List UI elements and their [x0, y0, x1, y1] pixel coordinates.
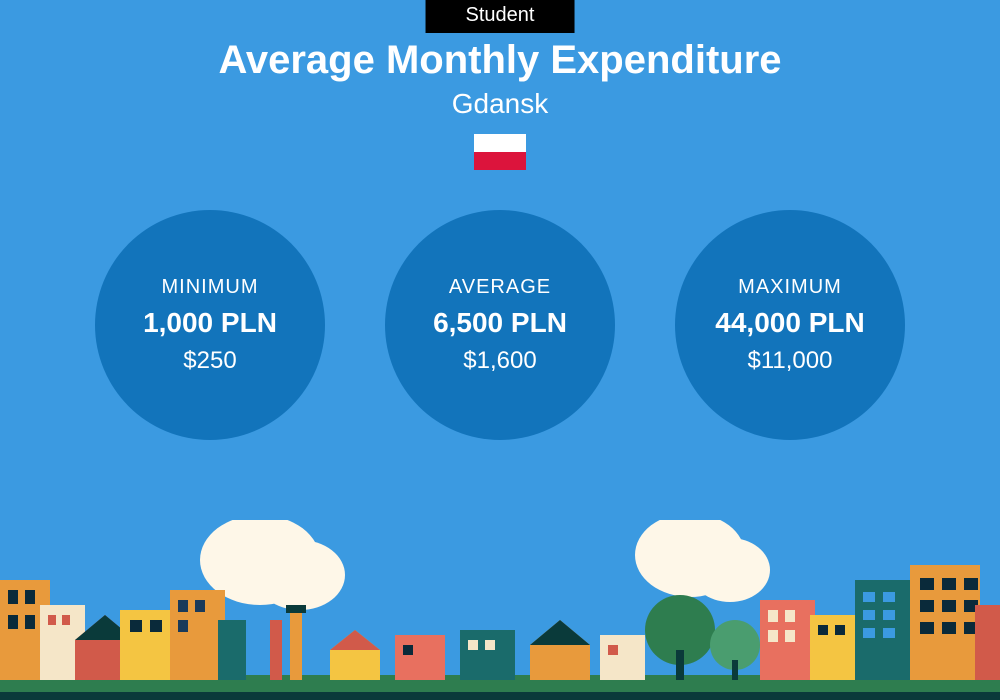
stat-circle-minimum: MINIMUM 1,000 PLN $250 [95, 210, 325, 440]
page-title: Average Monthly Expenditure [0, 38, 1000, 83]
stat-value: 1,000 PLN [143, 307, 277, 339]
stat-circle-average: AVERAGE 6,500 PLN $1,600 [385, 210, 615, 440]
stat-usd: $1,600 [463, 347, 536, 375]
stat-value: 6,500 PLN [433, 307, 567, 339]
stat-usd: $11,000 [748, 347, 833, 375]
city-name: Gdansk [0, 88, 1000, 120]
flag-stripe-bottom [474, 152, 526, 170]
stat-label: MAXIMUM [738, 276, 842, 299]
category-badge: Student [426, 0, 575, 33]
flag-stripe-top [474, 134, 526, 152]
flag-icon [474, 134, 526, 170]
stat-label: AVERAGE [449, 276, 551, 299]
stat-value: 44,000 PLN [715, 307, 864, 339]
city-illustration [0, 520, 1000, 700]
stat-label: MINIMUM [162, 276, 259, 299]
stat-circle-maximum: MAXIMUM 44,000 PLN $11,000 [675, 210, 905, 440]
stat-usd: $250 [183, 347, 236, 375]
stats-row: MINIMUM 1,000 PLN $250 AVERAGE 6,500 PLN… [0, 210, 1000, 440]
